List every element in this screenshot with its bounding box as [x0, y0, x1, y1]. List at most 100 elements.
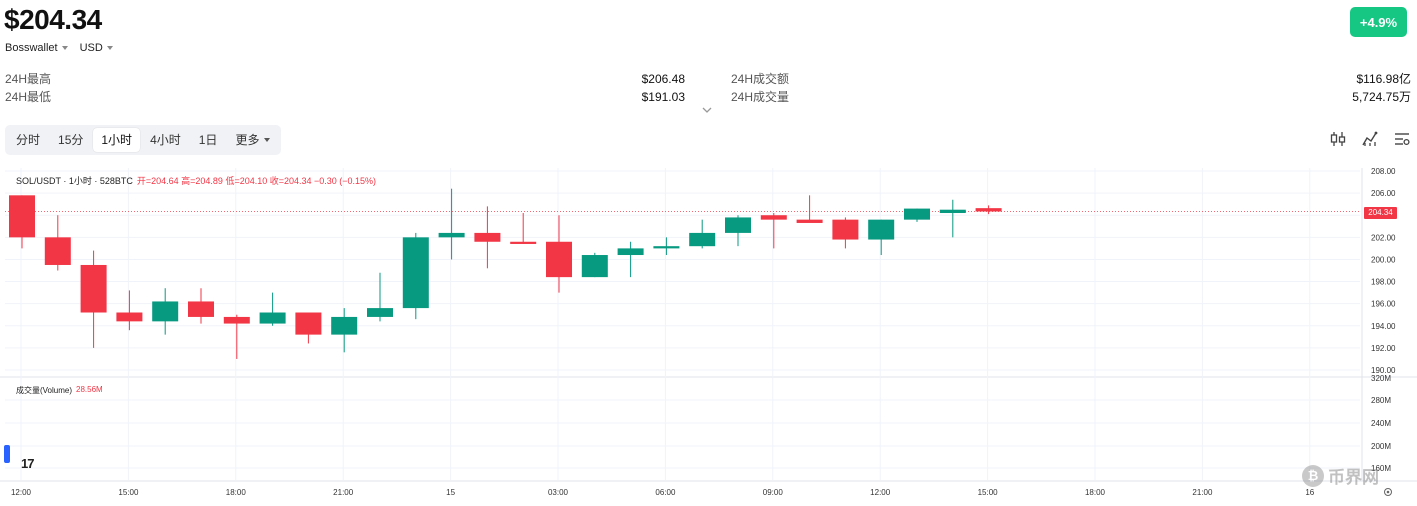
- volume-legend-label: 成交量(Volume): [16, 386, 73, 395]
- candle-body: [367, 308, 393, 317]
- candle-body: [44, 237, 71, 265]
- time-tick-label: 06:00: [655, 488, 676, 497]
- chevron-down-icon[interactable]: [702, 105, 712, 115]
- candle-body: [510, 241, 537, 244]
- settings-icon[interactable]: [1393, 130, 1411, 148]
- candlestick-chart[interactable]: 208.00206.00204.00202.00200.00198.00196.…: [0, 168, 1417, 506]
- tab-interval[interactable]: 更多: [227, 128, 278, 152]
- time-tick-label: 16: [1305, 488, 1314, 497]
- tab-interval[interactable]: 1日: [191, 128, 226, 152]
- price-tick-label: 190.00: [1371, 366, 1396, 375]
- candle-body: [438, 232, 465, 238]
- stat-turnover-label: 24H成交额: [731, 72, 790, 86]
- stat-high-label: 24H最高: [5, 72, 52, 86]
- candle-body: [9, 195, 35, 238]
- time-tick-label: 09:00: [763, 488, 784, 497]
- tab-label: 1日: [198, 133, 218, 147]
- stat-low-label: 24H最低: [5, 90, 52, 104]
- caret-down-icon: [61, 46, 68, 50]
- candle-body: [223, 316, 250, 324]
- tab-interval[interactable]: 1小时: [93, 128, 141, 152]
- tab-interval[interactable]: 15分: [50, 128, 91, 152]
- currency-selector[interactable]: USD: [80, 42, 113, 54]
- candle-body: [725, 217, 751, 233]
- price-tick-label: 196.00: [1371, 300, 1396, 309]
- candlestick-icon[interactable]: [1329, 130, 1347, 148]
- price-tick-label: 200.00: [1371, 255, 1396, 264]
- candle-body: [868, 219, 895, 240]
- candle-body: [760, 215, 787, 220]
- currency-label: USD: [79, 42, 103, 54]
- candle-body: [116, 312, 143, 322]
- stat-high: 24H最高 $206.48: [5, 70, 685, 88]
- price-tick-label: 202.00: [1371, 233, 1396, 242]
- candle-body: [402, 237, 429, 309]
- time-tick-label: 15:00: [118, 488, 139, 497]
- interval-tabs: 分时 15分 1小时 4小时 1日 更多: [5, 125, 282, 155]
- caret-down-icon: [264, 138, 271, 142]
- current-price: $204.34: [4, 4, 102, 35]
- time-tick-label: 21:00: [333, 488, 354, 497]
- candle-body: [80, 264, 107, 313]
- tab-label: 15分: [58, 133, 84, 147]
- stat-low: 24H最低 $191.03: [5, 88, 685, 106]
- stat-volume-label: 24H成交量: [731, 90, 790, 104]
- stat-turnover: 24H成交额 $116.98亿: [731, 70, 1411, 88]
- candle-body: [581, 255, 608, 278]
- volume-tick-label: 280M: [1371, 396, 1391, 405]
- time-tick-label: 15: [446, 488, 455, 497]
- chart-legend: SOL/USDT · 1小时 · 528BTC 开=204.64 高=204.8…: [16, 174, 376, 187]
- indicator-icon[interactable]: [1361, 130, 1379, 148]
- time-tick-label: 12:00: [870, 488, 891, 497]
- stat-low-value: $191.03: [641, 90, 685, 104]
- tab-interval[interactable]: 分时: [8, 128, 48, 152]
- price-tick-label: 192.00: [1371, 344, 1396, 353]
- gear-icon[interactable]: [1383, 487, 1393, 497]
- candle-body: [188, 301, 214, 317]
- exchange-label: Bosswallet: [5, 42, 58, 54]
- legend-ohlc: 开=204.64 高=204.89 低=204.10 收=204.34 −0.3…: [136, 176, 377, 186]
- time-tick-label: 18:00: [1085, 488, 1106, 497]
- tradingview-logo: 17: [21, 456, 35, 471]
- legend-symbol: SOL/USDT · 1小时 · 528BTC: [16, 176, 133, 186]
- volume-tick-label: 200M: [1371, 442, 1391, 451]
- price-tick-label: 206.00: [1371, 189, 1396, 198]
- candle-body: [474, 232, 501, 242]
- volume-tick-label: 320M: [1371, 374, 1391, 383]
- candle-body: [259, 312, 286, 324]
- tab-interval[interactable]: 4小时: [142, 128, 189, 152]
- candle-body: [689, 232, 716, 247]
- watermark: ₿ 币界网: [1302, 463, 1379, 488]
- candle-body: [939, 209, 966, 214]
- coin-logo-icon: ₿: [1302, 464, 1324, 487]
- tab-label: 4小时: [150, 133, 181, 147]
- candle-body: [617, 248, 644, 256]
- candle-body: [975, 208, 1002, 212]
- stats-right: 24H成交额 $116.98亿 24H成交量 5,724.75万: [731, 70, 1411, 106]
- exchange-selector[interactable]: Bosswallet: [5, 42, 68, 54]
- change-badge: +4.9%: [1350, 7, 1407, 37]
- stat-high-value: $206.48: [641, 72, 685, 86]
- price-tick-label: 198.00: [1371, 278, 1396, 287]
- stat-volume: 24H成交量 5,724.75万: [731, 88, 1411, 106]
- time-tick-label: 15:00: [978, 488, 999, 497]
- candle-body: [546, 241, 572, 278]
- price-tick-label: 208.00: [1371, 168, 1396, 176]
- scroll-handle[interactable]: [4, 445, 10, 463]
- volume-legend: 成交量(Volume) 28.56M: [16, 385, 103, 396]
- time-tick-label: 21:00: [1192, 488, 1213, 497]
- tab-label: 1小时: [101, 133, 133, 147]
- volume-tick-label: 160M: [1371, 464, 1391, 473]
- time-tick-label: 18:00: [226, 488, 247, 497]
- volume-tick-label: 240M: [1371, 419, 1391, 428]
- stat-turnover-value: $116.98亿: [1356, 72, 1412, 86]
- candle-body: [832, 219, 859, 240]
- watermark-text: 币界网: [1328, 468, 1379, 487]
- tab-label: 分时: [16, 133, 41, 147]
- time-tick-label: 03:00: [548, 488, 569, 497]
- tab-label: 更多: [235, 133, 260, 147]
- time-tick-label: 12:00: [11, 488, 32, 497]
- stats-left: 24H最高 $206.48 24H最低 $191.03: [5, 70, 685, 106]
- candle-body: [653, 246, 680, 249]
- caret-down-icon: [106, 46, 113, 50]
